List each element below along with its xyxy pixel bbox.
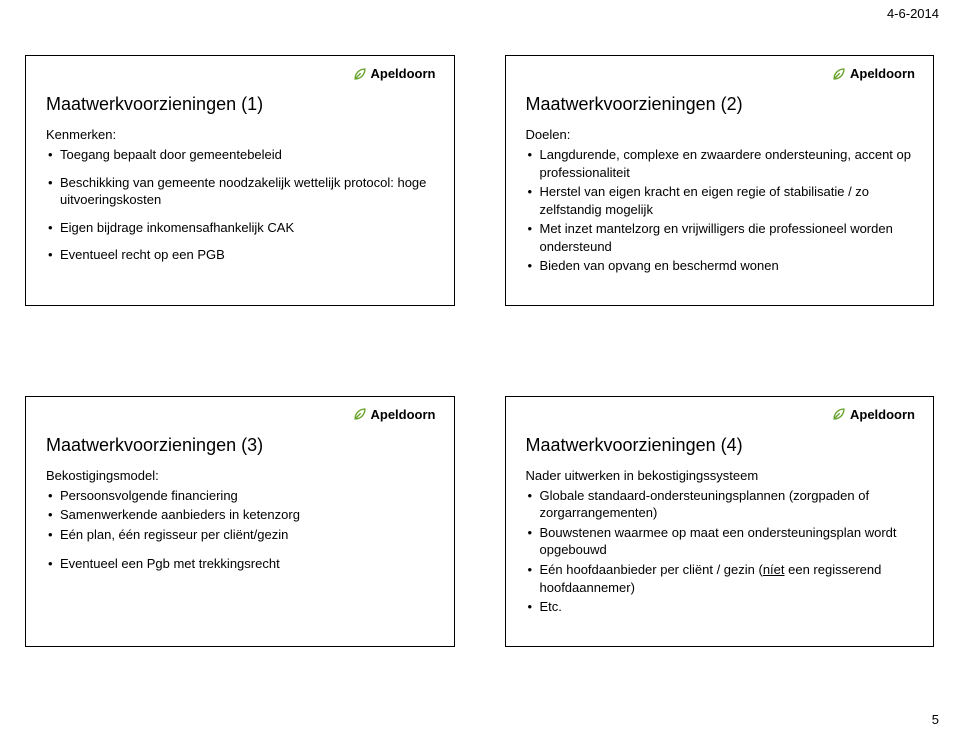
slide-title: Maatwerkvoorzieningen (4)	[526, 435, 914, 456]
slide-subheading: Bekostigingsmodel:	[46, 468, 434, 483]
list-item: Herstel van eigen kracht en eigen regie …	[526, 183, 914, 218]
list-item: Langdurende, complexe en zwaardere onder…	[526, 146, 914, 181]
slide-2: Apeldoorn Maatwerkvoorzieningen (2) Doel…	[505, 55, 935, 306]
list-item: Bieden van opvang en beschermd wonen	[526, 257, 914, 275]
bullet-list: Langdurende, complexe en zwaardere onder…	[526, 146, 914, 275]
logo: Apeldoorn	[832, 66, 915, 81]
list-item: Etc.	[526, 598, 914, 616]
bullet-list: Eventueel recht op een PGB	[46, 246, 434, 264]
list-item: Globale standaard-ondersteuningsplannen …	[526, 487, 914, 522]
logo: Apeldoorn	[353, 66, 436, 81]
logo-text: Apeldoorn	[850, 407, 915, 422]
bullet-list: Globale standaard-ondersteuningsplannen …	[526, 487, 914, 616]
slide-title: Maatwerkvoorzieningen (1)	[46, 94, 434, 115]
logo: Apeldoorn	[832, 407, 915, 422]
slide-title: Maatwerkvoorzieningen (3)	[46, 435, 434, 456]
logo-text: Apeldoorn	[850, 66, 915, 81]
bullet-list: Beschikking van gemeente noodzakelijk we…	[46, 174, 434, 209]
logo-text: Apeldoorn	[371, 407, 436, 422]
bullet-list: Eigen bijdrage inkomensafhankelijk CAK	[46, 219, 434, 237]
list-item: Met inzet mantelzorg en vrijwilligers di…	[526, 220, 914, 255]
leaf-icon	[832, 407, 846, 421]
logo-text: Apeldoorn	[371, 66, 436, 81]
list-item: Eén plan, één regisseur per cliënt/gezin	[46, 526, 434, 544]
slides-grid: Apeldoorn Maatwerkvoorzieningen (1) Kenm…	[25, 55, 934, 647]
slide-title: Maatwerkvoorzieningen (2)	[526, 94, 914, 115]
page-number: 5	[932, 712, 939, 727]
list-item: Beschikking van gemeente noodzakelijk we…	[46, 174, 434, 209]
list-item: Bouwstenen waarmee op maat een ondersteu…	[526, 524, 914, 559]
leaf-icon	[832, 67, 846, 81]
list-item: Eigen bijdrage inkomensafhankelijk CAK	[46, 219, 434, 237]
list-item: Toegang bepaalt door gemeentebeleid	[46, 146, 434, 164]
leaf-icon	[353, 67, 367, 81]
logo: Apeldoorn	[353, 407, 436, 422]
slide-subheading: Kenmerken:	[46, 127, 434, 142]
slide-1: Apeldoorn Maatwerkvoorzieningen (1) Kenm…	[25, 55, 455, 306]
bullet-list: Eventueel een Pgb met trekkingsrecht	[46, 555, 434, 573]
slide-subheading: Nader uitwerken in bekostigingssysteem	[526, 468, 914, 483]
item-underlined: níet	[763, 562, 785, 577]
bullet-list: Toegang bepaalt door gemeentebeleid	[46, 146, 434, 164]
list-item: Persoonsvolgende financiering	[46, 487, 434, 505]
slide-3: Apeldoorn Maatwerkvoorzieningen (3) Beko…	[25, 396, 455, 647]
list-item: Samenwerkende aanbieders in ketenzorg	[46, 506, 434, 524]
page-date: 4-6-2014	[887, 6, 939, 21]
list-item: Eventueel recht op een PGB	[46, 246, 434, 264]
slide-4: Apeldoorn Maatwerkvoorzieningen (4) Nade…	[505, 396, 935, 647]
item-prefix: Eén hoofdaanbieder per cliënt / gezin (	[540, 562, 763, 577]
list-item: Eén hoofdaanbieder per cliënt / gezin (n…	[526, 561, 914, 596]
slide-subheading: Doelen:	[526, 127, 914, 142]
leaf-icon	[353, 407, 367, 421]
list-item: Eventueel een Pgb met trekkingsrecht	[46, 555, 434, 573]
bullet-list: Persoonsvolgende financiering Samenwerke…	[46, 487, 434, 544]
